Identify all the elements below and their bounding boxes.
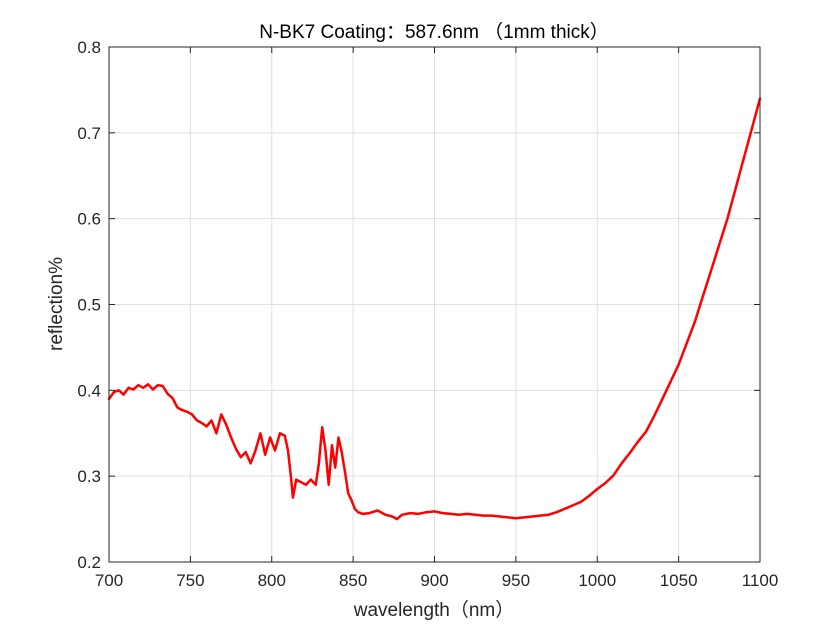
chart-title: N-BK7 Coating：587.6nm （1mm thick） <box>259 21 609 43</box>
x-tick-label: 1050 <box>660 571 698 590</box>
y-tick-label: 0.3 <box>77 467 101 486</box>
x-tick-label: 1100 <box>742 571 779 590</box>
x-tick-label: 800 <box>258 571 286 590</box>
y-tick-label: 0.8 <box>77 38 101 57</box>
axis-ticks: 700 750 800 850 900 950 1000 1050 1100 0.2 0.3 0.4 0… <box>77 38 778 590</box>
x-tick-label: 950 <box>502 571 530 590</box>
x-tick-label: 1000 <box>578 571 616 590</box>
y-tick-label: 0.7 <box>77 124 101 143</box>
x-tick-label: 700 <box>95 571 123 590</box>
y-tick-label: 0.6 <box>77 210 101 229</box>
series-line <box>107 97 762 521</box>
grid-lines <box>109 47 760 562</box>
x-tick-label: 750 <box>176 571 204 590</box>
x-tick-label: 900 <box>420 571 448 590</box>
y-axis-label: reflection% <box>46 257 67 351</box>
y-tick-label: 0.5 <box>77 296 101 315</box>
x-axis-label: wavelength（nm） <box>353 599 515 621</box>
series-layer <box>107 97 762 521</box>
y-tick-label: 0.4 <box>77 381 101 400</box>
x-tick-label: 850 <box>339 571 367 590</box>
y-tick-label: 0.2 <box>77 553 101 572</box>
